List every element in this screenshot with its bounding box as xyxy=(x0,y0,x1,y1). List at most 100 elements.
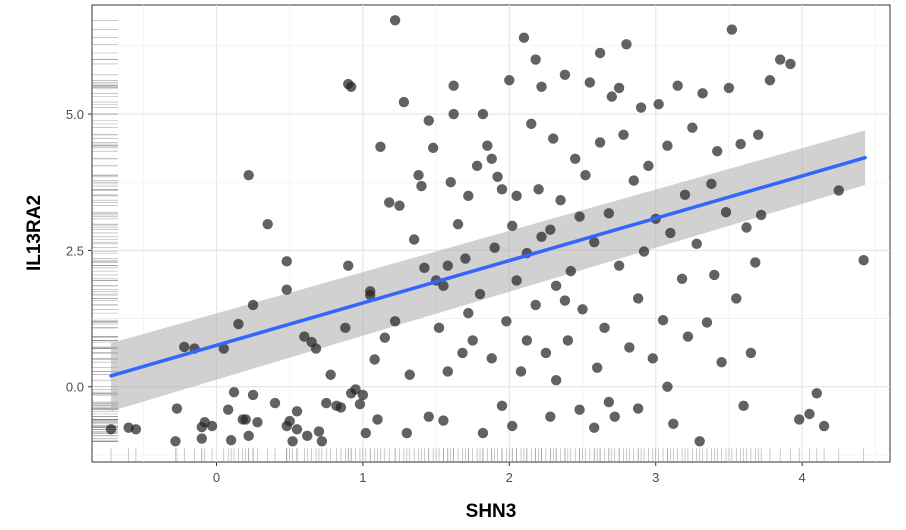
scatter-point xyxy=(706,178,717,190)
scatter-point xyxy=(594,137,606,148)
scatter-point xyxy=(672,80,683,91)
scatter-point xyxy=(589,422,600,433)
scatter-point xyxy=(632,403,644,414)
scatter-point xyxy=(794,414,805,425)
scatter-point xyxy=(463,307,474,319)
scatter-point xyxy=(262,219,273,230)
scatter-point xyxy=(287,436,298,447)
scatter-point xyxy=(712,145,723,157)
scatter-point xyxy=(755,209,767,221)
scatter-point xyxy=(384,197,395,208)
scatter-point xyxy=(589,237,600,248)
scatter-point xyxy=(726,24,738,35)
scatter-point xyxy=(413,169,424,181)
scatter-point xyxy=(360,427,372,439)
scatter-point xyxy=(401,427,413,439)
scatter-point xyxy=(404,369,415,380)
scatter-point xyxy=(452,219,464,230)
scatter-point xyxy=(105,424,117,435)
scatter-point xyxy=(785,58,796,70)
scatter-point xyxy=(676,273,688,284)
scatter-point xyxy=(657,315,669,326)
scatter-point xyxy=(665,227,676,239)
scatter-point xyxy=(613,260,625,271)
fit-line-group xyxy=(109,155,867,378)
scatter-point xyxy=(313,426,325,437)
scatter-point xyxy=(609,411,620,422)
y-axis-title: IL13RA2 xyxy=(24,195,45,271)
scatter-point xyxy=(170,436,181,447)
scatter-point xyxy=(284,415,295,427)
scatter-point xyxy=(562,335,574,346)
scatter-point xyxy=(243,169,254,181)
scatter-point xyxy=(723,82,735,94)
scatter-point xyxy=(316,436,328,447)
scatter-point xyxy=(638,246,650,257)
scatter-point xyxy=(442,366,454,377)
scatter-point xyxy=(621,39,632,50)
scatter-point xyxy=(486,353,497,364)
confidence-ribbon xyxy=(111,130,866,412)
scatter-point xyxy=(550,280,562,292)
scatter-point xyxy=(389,316,401,327)
scatter-point xyxy=(228,386,240,398)
scatter-point xyxy=(662,140,673,151)
scatter-point xyxy=(574,211,585,222)
scatter-point xyxy=(445,177,456,188)
y-tick-label: 0.0 xyxy=(66,380,84,395)
scatter-point xyxy=(679,189,691,200)
scatter-point xyxy=(438,280,449,292)
scatter-point xyxy=(291,406,303,417)
x-tick-label: 4 xyxy=(799,470,806,485)
scatter-point xyxy=(389,15,401,26)
scatter-point xyxy=(482,140,493,151)
scatter-point xyxy=(281,256,292,267)
scatter-point xyxy=(511,275,522,286)
scatter-point xyxy=(694,436,705,447)
scatter-point xyxy=(179,341,190,353)
scatter-point xyxy=(477,108,489,120)
scatter-point xyxy=(618,129,629,140)
scatter-point xyxy=(243,430,254,442)
scatter-point xyxy=(687,122,698,133)
scatter-point xyxy=(569,153,581,164)
scatter-point xyxy=(340,322,351,334)
scatter-point xyxy=(701,317,713,328)
scatter-point xyxy=(735,138,746,150)
scatter-point xyxy=(643,160,654,172)
scatter-point xyxy=(518,32,530,43)
scatter-point xyxy=(731,293,742,304)
scatter-point xyxy=(496,184,508,195)
x-axis-title: SHN3 xyxy=(466,501,517,522)
y-tick-label: 5.0 xyxy=(66,107,84,122)
scatter-point xyxy=(321,397,332,409)
scatter-point xyxy=(545,411,556,422)
scatter-point xyxy=(774,54,786,65)
x-tick-label: 2 xyxy=(506,470,513,485)
scatter-point xyxy=(515,366,527,377)
scatter-point xyxy=(753,129,764,140)
scatter-point xyxy=(354,398,366,410)
scatter-point xyxy=(291,424,303,435)
scatter-point xyxy=(423,115,434,126)
scatter-point xyxy=(240,414,251,425)
scatter-point xyxy=(448,108,459,120)
scatter-point xyxy=(818,420,830,432)
scatter-point xyxy=(550,374,562,386)
scatter-point xyxy=(343,260,354,271)
scatter-point xyxy=(606,91,617,102)
scatter-point xyxy=(130,424,142,435)
scatter-point xyxy=(423,411,434,422)
scatter-point xyxy=(299,331,310,342)
scatter-point xyxy=(858,255,869,266)
scatter-point xyxy=(738,400,749,412)
scatter-point xyxy=(526,118,537,130)
scatter-point xyxy=(416,180,427,192)
scatter-point xyxy=(365,289,376,301)
regression-line xyxy=(109,155,867,378)
scatter-point xyxy=(394,200,405,211)
scatter-point xyxy=(559,69,571,81)
scatter-point xyxy=(662,381,673,392)
